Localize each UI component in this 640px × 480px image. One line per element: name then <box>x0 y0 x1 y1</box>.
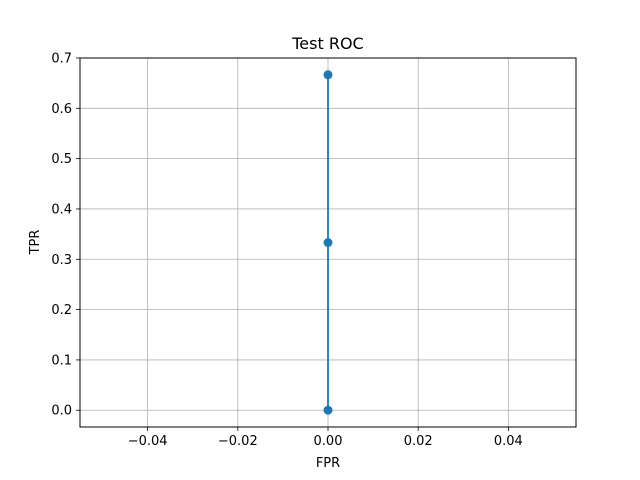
y-tick-label: 0.4 <box>51 202 72 217</box>
y-tick-label: 0.1 <box>51 353 72 368</box>
roc-point-2 <box>323 70 333 80</box>
y-axis-label: TPR <box>28 230 43 256</box>
roc-point-0 <box>323 405 333 415</box>
y-tick-label: 0.2 <box>51 303 72 318</box>
x-tick-label: 0.02 <box>404 434 433 449</box>
x-tick-label: 0.00 <box>314 434 343 449</box>
x-tick-label: 0.04 <box>494 434 523 449</box>
y-tick-label: 0.3 <box>51 253 72 268</box>
y-axis-ticks: 0.0 0.1 0.2 0.3 0.4 0.5 0.6 0.7 <box>51 52 80 419</box>
x-axis-label: FPR <box>316 456 340 471</box>
x-tick-label: −0.02 <box>218 434 258 449</box>
x-axis-ticks: −0.04 −0.02 0.00 0.02 0.04 <box>128 427 523 449</box>
y-tick-label: 0.7 <box>51 52 72 67</box>
y-tick-label: 0.0 <box>51 404 72 419</box>
y-tick-label: 0.5 <box>51 152 72 167</box>
chart-title: Test ROC <box>291 34 363 53</box>
roc-point-1 <box>323 238 333 248</box>
x-tick-label: −0.04 <box>128 434 168 449</box>
y-tick-label: 0.6 <box>51 102 72 117</box>
series-layer <box>323 70 333 415</box>
